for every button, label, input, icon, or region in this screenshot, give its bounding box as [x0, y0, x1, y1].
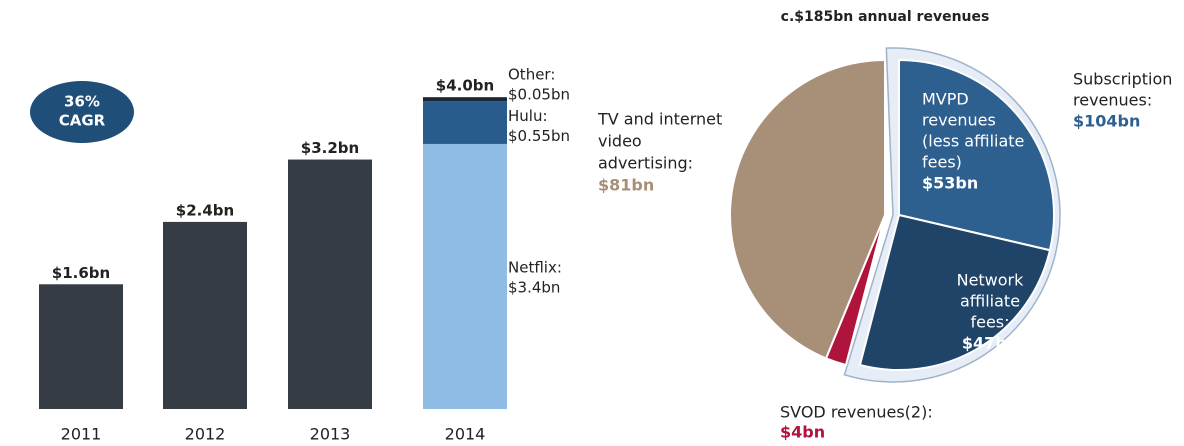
- segment-value: $0.05bn: [508, 86, 570, 104]
- slice-label: (less affiliate: [922, 132, 1024, 151]
- value-label: $3.2bn: [301, 139, 359, 157]
- group-label: Subscription: [1073, 70, 1172, 89]
- group-label: revenues:: [1073, 91, 1152, 110]
- slice-label: video: [598, 132, 642, 151]
- slice-label: affiliate: [960, 292, 1020, 311]
- slice-value: $47bn: [962, 334, 1018, 353]
- slice-label: revenues: [922, 111, 996, 130]
- slice-value: $81bn: [598, 176, 654, 195]
- slice-label: TV and internet: [597, 110, 722, 129]
- pie-slice: [898, 58, 1055, 252]
- pie-slice: [858, 213, 1052, 371]
- value-label: $4.0bn: [436, 77, 494, 95]
- cagr-text: CAGR: [59, 112, 106, 130]
- value-label: $2.4bn: [176, 201, 234, 219]
- segment-name: Hulu:: [508, 107, 548, 125]
- bar: [288, 159, 372, 409]
- segment-name: Other:: [508, 66, 555, 84]
- bar-segment: [423, 143, 507, 410]
- slice-value: $4bn: [780, 423, 825, 442]
- cagr-badge: [30, 81, 134, 143]
- x-tick-label: 2012: [185, 425, 226, 444]
- x-tick-label: 2011: [61, 425, 102, 444]
- x-tick-label: 2013: [310, 425, 351, 444]
- slice-label: fees): [922, 153, 962, 172]
- slice-label: advertising:: [598, 154, 693, 173]
- bar: [39, 284, 123, 409]
- x-tick-label: 2014: [445, 425, 486, 444]
- segment-value: $3.4bn: [508, 279, 560, 297]
- segment-name: Netflix:: [508, 259, 562, 277]
- pie-slice: [729, 58, 886, 360]
- slice-label: fees:: [970, 313, 1009, 332]
- bar-segment: [423, 101, 507, 144]
- value-label: $1.6bn: [52, 264, 110, 282]
- segment-value: $0.55bn: [508, 127, 570, 145]
- group-value: $104bn: [1073, 112, 1140, 131]
- slice-value: $53bn: [922, 174, 978, 193]
- slice-label: SVOD revenues(2):: [780, 403, 933, 422]
- slice-label: MVPD: [922, 90, 969, 109]
- slice-label: Network: [957, 271, 1025, 290]
- bar: [163, 221, 247, 409]
- bar-segment: [423, 97, 507, 102]
- cagr-text: 36%: [64, 93, 100, 111]
- pie-title: c.$185bn annual revenues: [781, 9, 990, 25]
